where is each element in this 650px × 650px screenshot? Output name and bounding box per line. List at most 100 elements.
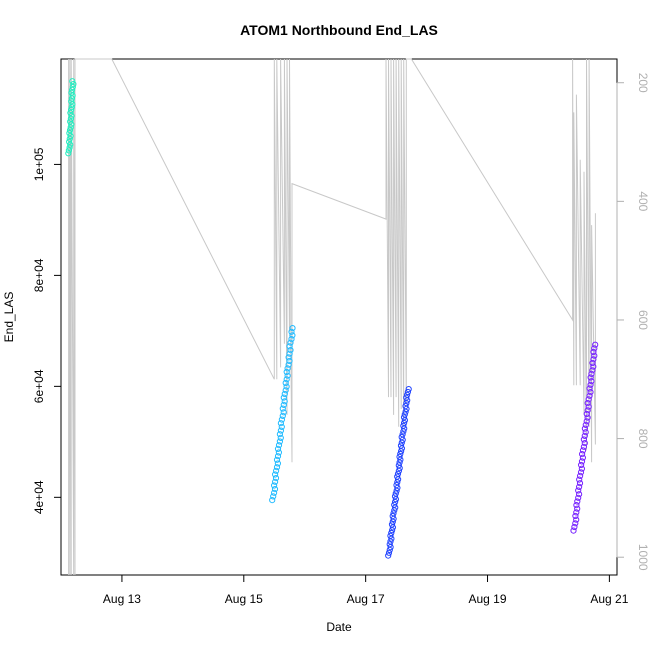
data-point — [580, 443, 588, 450]
data-point — [285, 354, 292, 361]
data-point — [286, 357, 293, 365]
data-point — [68, 121, 75, 128]
data-point — [389, 524, 396, 531]
data-point — [281, 398, 288, 405]
data-point — [392, 490, 399, 497]
data-point — [580, 436, 588, 443]
data-point — [584, 400, 591, 407]
data-point — [590, 363, 597, 370]
data-point — [590, 348, 597, 356]
data-point — [278, 416, 285, 423]
data-point — [69, 86, 76, 93]
series-2 — [269, 325, 296, 504]
data-point — [587, 374, 594, 381]
data-point — [282, 379, 289, 387]
data-point — [69, 92, 76, 99]
data-point — [271, 486, 279, 493]
data-point — [586, 392, 593, 399]
data-point — [587, 389, 594, 396]
data-point — [283, 376, 290, 383]
data-point — [573, 502, 580, 509]
data-point — [278, 423, 285, 430]
data-point — [66, 130, 73, 137]
data-point — [583, 418, 590, 425]
data-point — [287, 339, 294, 346]
data-point — [276, 438, 283, 445]
data-point — [273, 467, 280, 474]
data-point — [388, 535, 395, 542]
data-point — [272, 475, 280, 482]
data-point — [581, 425, 589, 432]
chart-title: ATOM1 Northbound End_LAS — [240, 22, 438, 38]
data-point — [585, 403, 592, 410]
data-point — [394, 473, 401, 480]
data-point — [387, 538, 394, 545]
series-3 — [385, 386, 412, 559]
data-point — [283, 368, 290, 376]
data-point — [388, 529, 395, 537]
y-axis: 4e+04 6e+04 8e+04 1e+05 — [32, 147, 62, 514]
data-point — [585, 396, 592, 403]
data-point — [403, 405, 410, 412]
x-tick-label: Aug 13 — [103, 592, 141, 606]
data-point — [388, 521, 396, 528]
data-point — [589, 367, 596, 374]
data-point — [270, 493, 277, 500]
data-point — [576, 483, 583, 490]
data-point — [586, 385, 593, 392]
data-point — [584, 414, 591, 421]
data-point — [282, 387, 289, 394]
data-point — [579, 451, 586, 458]
secondary-line — [68, 58, 596, 576]
data-point — [269, 497, 276, 504]
series-1 — [65, 78, 77, 157]
data-point — [389, 513, 396, 520]
data-point — [277, 434, 284, 441]
data-point — [390, 510, 397, 517]
data-point — [275, 442, 283, 449]
y-tick-label: 8e+04 — [32, 258, 46, 292]
data-point — [401, 411, 408, 418]
data-point — [575, 487, 582, 494]
right-tick-label: 200 — [636, 73, 650, 93]
x-tick-label: Aug 15 — [225, 592, 263, 606]
x-tick-label: Aug 19 — [468, 592, 506, 606]
data-point — [588, 378, 595, 385]
data-point — [405, 386, 412, 393]
secondary-line-layer — [68, 58, 596, 576]
y-tick-label: 1e+05 — [32, 147, 46, 181]
y-tick-label: 6e+04 — [32, 369, 46, 403]
data-point — [66, 138, 73, 145]
data-point — [69, 101, 76, 108]
data-point — [283, 383, 290, 390]
data-point — [592, 341, 599, 348]
data-point — [582, 421, 589, 428]
data-point — [392, 498, 399, 506]
data-point — [576, 491, 583, 498]
data-point — [404, 391, 411, 398]
data-point — [284, 372, 291, 379]
data-point — [581, 440, 588, 447]
data-point — [579, 454, 587, 461]
data-point — [69, 78, 76, 85]
y-axis-label: End_LAS — [2, 292, 16, 343]
right-axis: 200 400 600 800 1000 — [616, 73, 650, 571]
data-point — [67, 109, 74, 117]
data-point — [570, 527, 577, 534]
data-point — [394, 470, 402, 477]
data-point — [400, 414, 408, 421]
data-point — [286, 343, 293, 350]
data-point — [591, 345, 598, 352]
x-axis: Aug 13 Aug 15 Aug 17 Aug 19 Aug 21 — [103, 574, 629, 606]
data-point — [68, 106, 75, 114]
data-point — [274, 453, 282, 460]
data-point — [271, 489, 278, 496]
plot-box — [60, 58, 618, 576]
data-point — [581, 432, 588, 439]
data-point — [69, 83, 76, 91]
data-point — [289, 325, 296, 332]
data-point — [578, 461, 585, 469]
data-point — [396, 453, 403, 460]
